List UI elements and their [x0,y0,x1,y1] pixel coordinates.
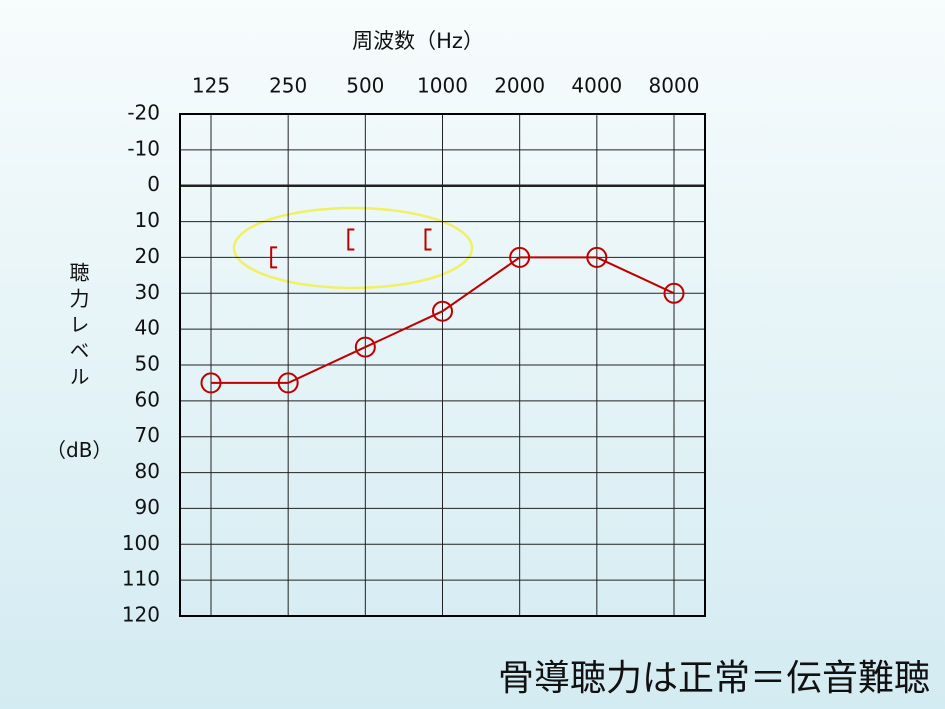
bone-conduction-marker [347,228,355,251]
bone-conduction-marker [424,228,432,251]
y-tick-label: 20 [135,244,160,268]
x-tick-label: 250 [269,74,307,98]
air-conduction-marker [354,336,376,358]
caption: 骨導聴力は正常＝伝音難聴 [498,658,930,699]
x-axis-title: 周波数（Hz） [352,29,484,53]
y-tick-label: 60 [135,387,160,411]
y-tick-label: 80 [135,459,160,483]
x-tick-label: 500 [346,74,384,98]
y-tick-label: 120 [122,603,160,627]
air-conduction-marker [663,282,685,304]
y-axis-unit: （dB） [46,438,113,462]
x-tick-label: 1000 [417,74,468,98]
y-tick-label: 0 [147,172,160,196]
x-tick-label: 2000 [494,74,545,98]
bone-conduction-marker [270,246,278,269]
y-tick-label: 90 [135,495,160,519]
air-conduction-marker [277,372,299,394]
y-tick-label: 110 [122,567,160,591]
air-conduction-marker [509,246,531,268]
y-tick-label: 40 [135,316,160,340]
plot-border [179,113,706,617]
y-tick-label: 70 [135,423,160,447]
air-conduction-marker [432,300,453,322]
y-tick-label: -20 [127,101,160,125]
x-tick-label: 8000 [649,74,700,98]
y-tick-label: 10 [135,208,160,232]
highlight-ellipse [232,206,474,290]
y-tick-label: 30 [135,280,160,304]
x-tick-label: 4000 [571,74,622,98]
y-tick-label: -10 [127,136,160,160]
y-tick-label: 50 [135,352,160,376]
air-conduction-line [211,256,675,384]
air-conduction-marker [586,246,608,268]
air-conduction-marker [200,372,222,394]
y-axis-title: 聴力レベル [66,262,90,392]
x-tick-label: 125 [192,74,230,98]
y-tick-label: 100 [122,531,160,555]
